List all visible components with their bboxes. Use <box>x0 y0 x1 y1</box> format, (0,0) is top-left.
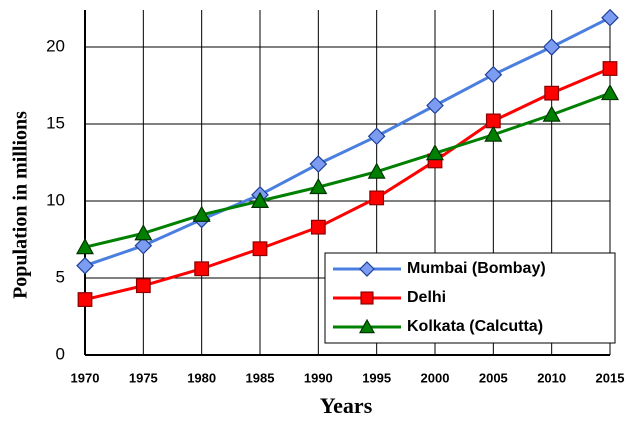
y-tick-label: 20 <box>46 36 65 55</box>
y-axis-label: Population in millions <box>10 111 32 299</box>
x-tick-label: 1980 <box>187 370 216 385</box>
x-tick-label: 1975 <box>129 370 158 385</box>
x-axis-label: Years <box>320 393 373 418</box>
legend-label: Kolkata (Calcutta) <box>407 318 543 335</box>
series-line <box>84 91 611 249</box>
marker <box>425 144 445 161</box>
marker <box>367 127 386 146</box>
marker <box>76 256 94 275</box>
x-tick-label: 2005 <box>479 370 508 385</box>
marker <box>369 190 385 206</box>
x-tick-label: 2015 <box>596 370 625 385</box>
marker <box>75 237 95 255</box>
marker <box>309 177 328 195</box>
marker <box>134 224 153 241</box>
x-tick-label: 2000 <box>421 370 450 385</box>
series-line <box>84 16 611 268</box>
marker <box>544 85 560 101</box>
y-tick-label: 15 <box>46 113 65 132</box>
marker <box>134 236 153 255</box>
marker <box>77 292 93 307</box>
y-tick-label: 0 <box>56 344 65 363</box>
marker <box>542 38 561 56</box>
marker <box>426 96 444 115</box>
x-tick-label: 1970 <box>71 370 100 385</box>
marker <box>601 8 619 27</box>
marker <box>484 65 503 84</box>
legend-label: Delhi <box>407 289 446 306</box>
marker <box>359 261 375 277</box>
x-tick-label: 2010 <box>537 370 566 385</box>
x-tick-label: 1990 <box>304 370 333 385</box>
x-tick-label: 1985 <box>246 370 275 385</box>
marker <box>602 61 618 76</box>
marker <box>484 125 503 142</box>
marker <box>192 205 211 222</box>
y-tick-label: 5 <box>56 267 65 286</box>
marker <box>250 191 270 208</box>
marker <box>310 219 326 235</box>
marker <box>309 155 328 173</box>
marker <box>360 291 374 305</box>
marker <box>367 162 386 179</box>
marker <box>542 105 561 122</box>
marker <box>358 318 376 334</box>
marker <box>194 261 210 277</box>
x-tick-label: 1995 <box>362 370 391 385</box>
legend-label: Mumbai (Bombay) <box>407 260 546 277</box>
series-line <box>84 67 611 302</box>
marker <box>135 278 151 294</box>
y-tick-label: 10 <box>46 190 65 209</box>
marker <box>252 241 268 257</box>
marker <box>600 83 620 101</box>
